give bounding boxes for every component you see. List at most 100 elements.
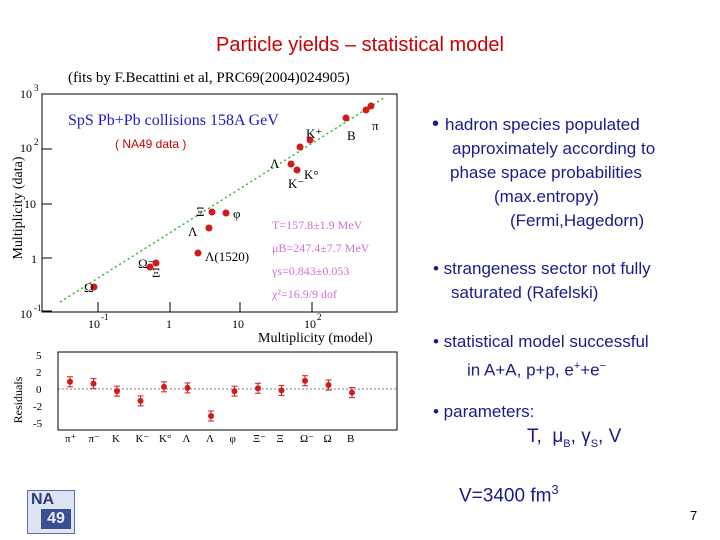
top-x-tick: 10 xyxy=(88,317,100,331)
page-number: 7 xyxy=(690,508,698,523)
residual-point xyxy=(278,387,285,394)
particle-yields-figure: Multiplicity (data) 10 3 10 2 10 1 10 -1… xyxy=(11,83,398,445)
residual-x-label: Ξ⁻ xyxy=(253,433,266,445)
label-K0: K° xyxy=(304,167,319,182)
x-axis-label: Multiplicity (model) xyxy=(258,331,373,346)
top-y-tick-exp: -1 xyxy=(34,303,42,313)
point-Omega-minus xyxy=(152,259,160,267)
bullet-mark: • xyxy=(432,113,440,135)
slide-title: Particle yields – statistical model xyxy=(216,34,504,56)
top-y-tick: 10 xyxy=(20,141,32,155)
fit-param-T: T=157.8±1.9 MeV xyxy=(272,218,363,232)
top-x-tick: 10 xyxy=(232,317,244,331)
point-Kminus xyxy=(296,143,304,151)
residual-x-label: π⁺ xyxy=(65,433,77,445)
label-Xi: Ξ xyxy=(196,204,204,219)
residual-point xyxy=(325,382,332,389)
residual-point xyxy=(255,385,261,392)
res-y-tick: -2 xyxy=(33,401,42,413)
parameters-line: T, μB, γS, V xyxy=(527,426,622,450)
residual-x-label: Λ xyxy=(183,433,191,445)
label-Kplus: K⁺ xyxy=(306,126,322,141)
fit-param-gammaS: γs=0.843±0.053 xyxy=(271,264,349,278)
label-Lambdabar: Λ xyxy=(188,224,198,239)
residual-point xyxy=(231,388,238,395)
residual-points xyxy=(67,375,355,422)
bullet-statistical-model: • statistical model successful in A+A, p… xyxy=(433,332,649,380)
point-K0 xyxy=(293,166,301,174)
point-phi xyxy=(222,209,230,217)
top-x-tick-exp: 2 xyxy=(317,312,322,322)
fit-param-muB: μB=247.4±7.7 MeV xyxy=(272,241,370,255)
point-pion2 xyxy=(362,106,370,114)
residual-x-label: Ω⁻ xyxy=(300,433,314,445)
residuals-axis-label: Residuals xyxy=(11,376,25,423)
na49-logo: NA 49 xyxy=(27,490,75,534)
label-Lambda1520: Λ(1520) xyxy=(205,249,249,264)
point-Lambda1520 xyxy=(194,249,202,257)
residual-point xyxy=(137,397,144,404)
label-Lambda: Λ xyxy=(270,156,280,171)
residual-x-label: φ xyxy=(230,433,236,445)
bullet-hadron-species: • hadron species populated approximately … xyxy=(432,113,656,230)
point-Kplus xyxy=(306,136,314,144)
point-Xi xyxy=(208,208,216,216)
label-Kminus: K⁻ xyxy=(288,176,304,191)
y-axis-label: Multiplicity (data) xyxy=(11,156,26,259)
residual-x-label: K⁻ xyxy=(136,433,150,445)
top-y-tick-exp: 2 xyxy=(34,137,39,147)
point-Omega xyxy=(90,283,98,291)
residual-point xyxy=(67,378,73,385)
residual-point xyxy=(349,389,355,396)
residual-x-label: B xyxy=(347,433,354,445)
top-y-tick: 1 xyxy=(31,252,37,266)
res-y-tick: -5 xyxy=(33,418,43,430)
top-plot-frame xyxy=(41,93,398,313)
bullet-parameters: • parameters: xyxy=(433,402,535,421)
na49-data-badge: ( NA49 data ) xyxy=(115,137,186,151)
point-Lambda xyxy=(287,160,295,168)
residual-point xyxy=(90,380,97,387)
residual-x-label: Ξ xyxy=(277,433,284,445)
label-pi: π xyxy=(372,118,379,133)
residual-x-label: Λ xyxy=(206,433,214,445)
top-y-tick: 10 xyxy=(20,87,32,101)
point-pion xyxy=(367,102,375,110)
residual-x-label: K xyxy=(112,433,120,445)
fit-param-chi2: χ²=16.9/9 dof xyxy=(271,287,337,301)
label-Omega: Ω xyxy=(84,280,94,295)
residual-plot-frame xyxy=(57,351,398,431)
panel-title: SpS Pb+Pb collisions 158A GeV xyxy=(68,112,279,129)
point-Lambdabar xyxy=(205,224,213,232)
top-y-tick: 10 xyxy=(24,197,36,211)
point-Xibar xyxy=(146,263,154,271)
residual-point xyxy=(302,377,308,384)
residual-point xyxy=(208,413,214,419)
yield-points xyxy=(90,102,375,291)
res-y-tick: 0 xyxy=(36,384,42,396)
bullet-strangeness: • strangeness sector not fully saturated… xyxy=(433,259,651,302)
citation-subtitle: (fits by F.Becattini et al, PRC69(2004)0… xyxy=(68,70,350,86)
label-Omega-minus: Ω⁻ xyxy=(138,256,155,271)
point-B xyxy=(342,114,350,122)
res-y-tick: 2 xyxy=(36,367,42,379)
label-B: B xyxy=(347,128,356,143)
res-y-tick: 5 xyxy=(36,350,42,362)
top-x-tick-exp: -1 xyxy=(101,312,109,322)
volume-line: V=3400 fm3 xyxy=(459,482,559,507)
residual-x-label: K° xyxy=(159,433,171,445)
top-y-tick: 10 xyxy=(20,307,32,321)
residual-point xyxy=(184,384,191,391)
residual-x-label: π⁻ xyxy=(89,433,101,445)
top-y-tick-exp: 3 xyxy=(34,83,39,93)
fit-line xyxy=(59,97,385,303)
residual-point xyxy=(161,383,167,390)
top-x-tick: 10 xyxy=(304,317,316,331)
top-x-tick: 1 xyxy=(166,317,172,331)
label-phi: φ xyxy=(233,206,241,221)
residual-point xyxy=(114,388,120,395)
top-y-ticks: 10 3 10 2 10 1 10 -1 xyxy=(20,83,42,321)
label-Xibar: Ξ xyxy=(152,265,160,280)
residual-x-label: Ω xyxy=(324,433,332,445)
